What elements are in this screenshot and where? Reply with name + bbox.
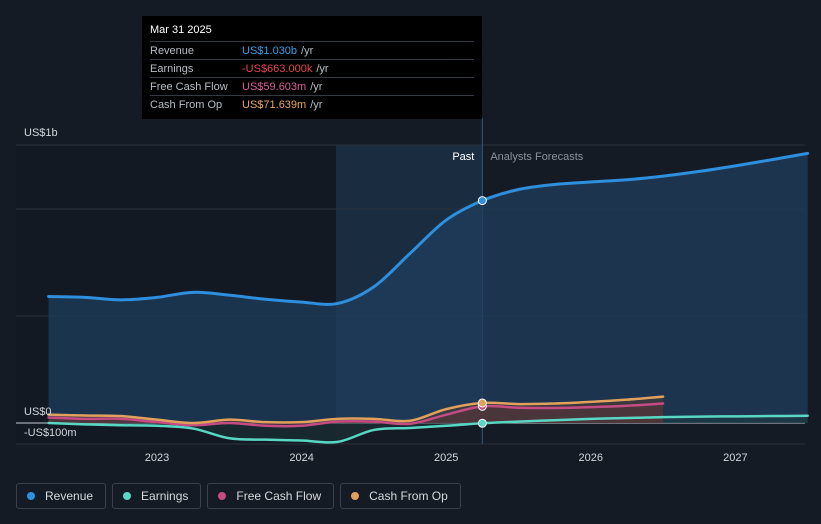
data-tooltip: Mar 31 2025 Revenue US$1.030b /yr Earnin… bbox=[142, 16, 482, 119]
y-axis-label-zero: US$0 bbox=[24, 406, 52, 418]
chart-legend: Revenue Earnings Free Cash Flow Cash Fro… bbox=[16, 483, 461, 509]
tooltip-row-revenue: Revenue US$1.030b /yr bbox=[150, 41, 474, 59]
legend-label: Revenue bbox=[45, 489, 94, 503]
legend-dot-icon bbox=[218, 492, 227, 500]
marker-earnings bbox=[477, 418, 487, 428]
chart-labels: US$1b US$0 -US$100m 2023 2024 2025 2026 2027 Pas… bbox=[24, 127, 748, 464]
tooltip-label: Revenue bbox=[150, 44, 195, 57]
tooltip-unit: /yr bbox=[301, 44, 314, 57]
series-line-free-cash-flow bbox=[47, 402, 665, 428]
tooltip-value: US$59.603m bbox=[242, 80, 307, 93]
tooltip-unit: /yr bbox=[310, 80, 323, 93]
series-line-revenue bbox=[47, 151, 810, 306]
tooltip-value: US$1.030b bbox=[242, 44, 298, 57]
chart-lines bbox=[47, 151, 810, 444]
tooltip-unit: /yr bbox=[316, 62, 329, 75]
area-cash-from-op bbox=[48, 396, 664, 423]
tooltip-value: US$71.639m bbox=[242, 98, 307, 111]
legend-label: Free Cash Flow bbox=[236, 489, 322, 503]
x-axis-tick-label: 2024 bbox=[289, 452, 313, 464]
forecast-label: Analysts Forecasts bbox=[490, 151, 583, 163]
chart-areas bbox=[48, 153, 808, 443]
legend-dot-icon bbox=[123, 492, 132, 500]
marker-cash-from-op bbox=[477, 398, 487, 408]
tooltip-row-cash-from-op: Cash From Op US$71.639m /yr bbox=[150, 95, 474, 113]
x-axis-tick-label: 2025 bbox=[434, 452, 458, 464]
legend-item-earnings[interactable]: Earnings bbox=[112, 483, 202, 509]
legend-dot-icon bbox=[27, 492, 35, 500]
legend-item-cash-from-op[interactable]: Cash From Op bbox=[340, 483, 461, 509]
tooltip-unit: /yr bbox=[310, 98, 323, 111]
tooltip-label: Cash From Op bbox=[150, 98, 223, 111]
series-line-cash-from-op bbox=[47, 395, 665, 425]
tooltip-row-earnings: Earnings -US$663.000k /yr bbox=[150, 59, 474, 77]
series-line-earnings bbox=[47, 414, 809, 444]
area-revenue bbox=[48, 153, 808, 423]
tooltip-row-free-cash-flow: Free Cash Flow US$59.603m /yr bbox=[150, 77, 474, 95]
x-axis-tick-label: 2023 bbox=[145, 452, 169, 464]
marker-revenue bbox=[477, 196, 487, 206]
legend-item-free-cash-flow[interactable]: Free Cash Flow bbox=[207, 483, 335, 509]
tooltip-value: -US$663.000k bbox=[242, 62, 313, 75]
area-free-cash-flow bbox=[48, 403, 664, 427]
legend-dot-icon bbox=[351, 492, 360, 500]
x-axis-tick-label: 2026 bbox=[579, 452, 603, 464]
legend-item-revenue[interactable]: Revenue bbox=[16, 483, 107, 509]
past-label: Past bbox=[452, 151, 474, 163]
legend-label: Cash From Op bbox=[369, 489, 448, 503]
tooltip-label: Earnings bbox=[150, 62, 194, 75]
tooltip-date: Mar 31 2025 bbox=[150, 24, 212, 36]
legend-label: Earnings bbox=[141, 489, 189, 503]
x-axis-tick-label: 2027 bbox=[723, 452, 747, 464]
tooltip-label: Free Cash Flow bbox=[150, 80, 228, 93]
y-axis-label-top: US$1b bbox=[24, 127, 58, 139]
y-axis-label-bottom: -US$100m bbox=[24, 427, 77, 439]
